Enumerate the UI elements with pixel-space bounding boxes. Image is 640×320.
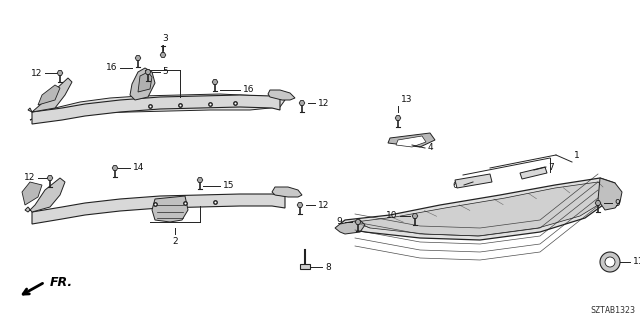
Text: 10: 10 xyxy=(385,212,397,220)
Text: 11: 11 xyxy=(633,258,640,267)
Text: 7: 7 xyxy=(548,163,554,172)
Circle shape xyxy=(605,257,615,267)
Text: 2: 2 xyxy=(172,237,178,246)
Polygon shape xyxy=(388,133,435,147)
Bar xyxy=(300,264,310,269)
Text: 12: 12 xyxy=(318,99,330,108)
Text: 8: 8 xyxy=(325,262,331,271)
Polygon shape xyxy=(520,167,547,179)
Polygon shape xyxy=(335,220,365,234)
Text: 9: 9 xyxy=(336,218,342,227)
Text: 4: 4 xyxy=(428,143,434,153)
Polygon shape xyxy=(197,178,203,182)
Polygon shape xyxy=(598,178,622,210)
Polygon shape xyxy=(112,165,118,171)
Polygon shape xyxy=(32,95,280,124)
Polygon shape xyxy=(595,201,601,205)
Circle shape xyxy=(600,252,620,272)
Polygon shape xyxy=(455,174,492,188)
Text: 16: 16 xyxy=(243,85,255,94)
Text: 14: 14 xyxy=(133,164,145,172)
Polygon shape xyxy=(412,213,418,219)
Polygon shape xyxy=(30,94,285,120)
Polygon shape xyxy=(47,176,52,180)
Polygon shape xyxy=(340,178,615,240)
Polygon shape xyxy=(272,187,302,197)
Text: 5: 5 xyxy=(162,68,168,76)
Text: 6: 6 xyxy=(452,180,458,189)
Text: FR.: FR. xyxy=(50,276,73,289)
Text: 13: 13 xyxy=(401,95,413,104)
Text: 12: 12 xyxy=(31,68,42,77)
Text: 12: 12 xyxy=(318,201,330,210)
Polygon shape xyxy=(138,72,152,92)
Text: 3: 3 xyxy=(162,34,168,43)
Text: 12: 12 xyxy=(24,173,35,182)
Polygon shape xyxy=(145,69,151,75)
Polygon shape xyxy=(300,100,305,105)
Polygon shape xyxy=(57,71,63,76)
Polygon shape xyxy=(32,194,285,224)
Text: 16: 16 xyxy=(106,63,117,73)
Polygon shape xyxy=(152,196,188,222)
Polygon shape xyxy=(355,182,608,236)
Polygon shape xyxy=(38,85,60,105)
Polygon shape xyxy=(212,80,218,84)
Text: 1: 1 xyxy=(574,150,580,159)
Text: SZTAB1323: SZTAB1323 xyxy=(590,306,635,315)
Polygon shape xyxy=(297,203,303,207)
Polygon shape xyxy=(22,182,42,205)
Polygon shape xyxy=(396,116,401,120)
Text: 9: 9 xyxy=(614,198,620,207)
Polygon shape xyxy=(396,136,426,147)
Polygon shape xyxy=(25,178,65,212)
Polygon shape xyxy=(268,90,295,100)
Polygon shape xyxy=(130,68,155,100)
Text: 15: 15 xyxy=(223,181,234,190)
Polygon shape xyxy=(28,78,72,112)
Polygon shape xyxy=(355,220,361,224)
Polygon shape xyxy=(160,52,166,57)
Polygon shape xyxy=(135,56,141,60)
